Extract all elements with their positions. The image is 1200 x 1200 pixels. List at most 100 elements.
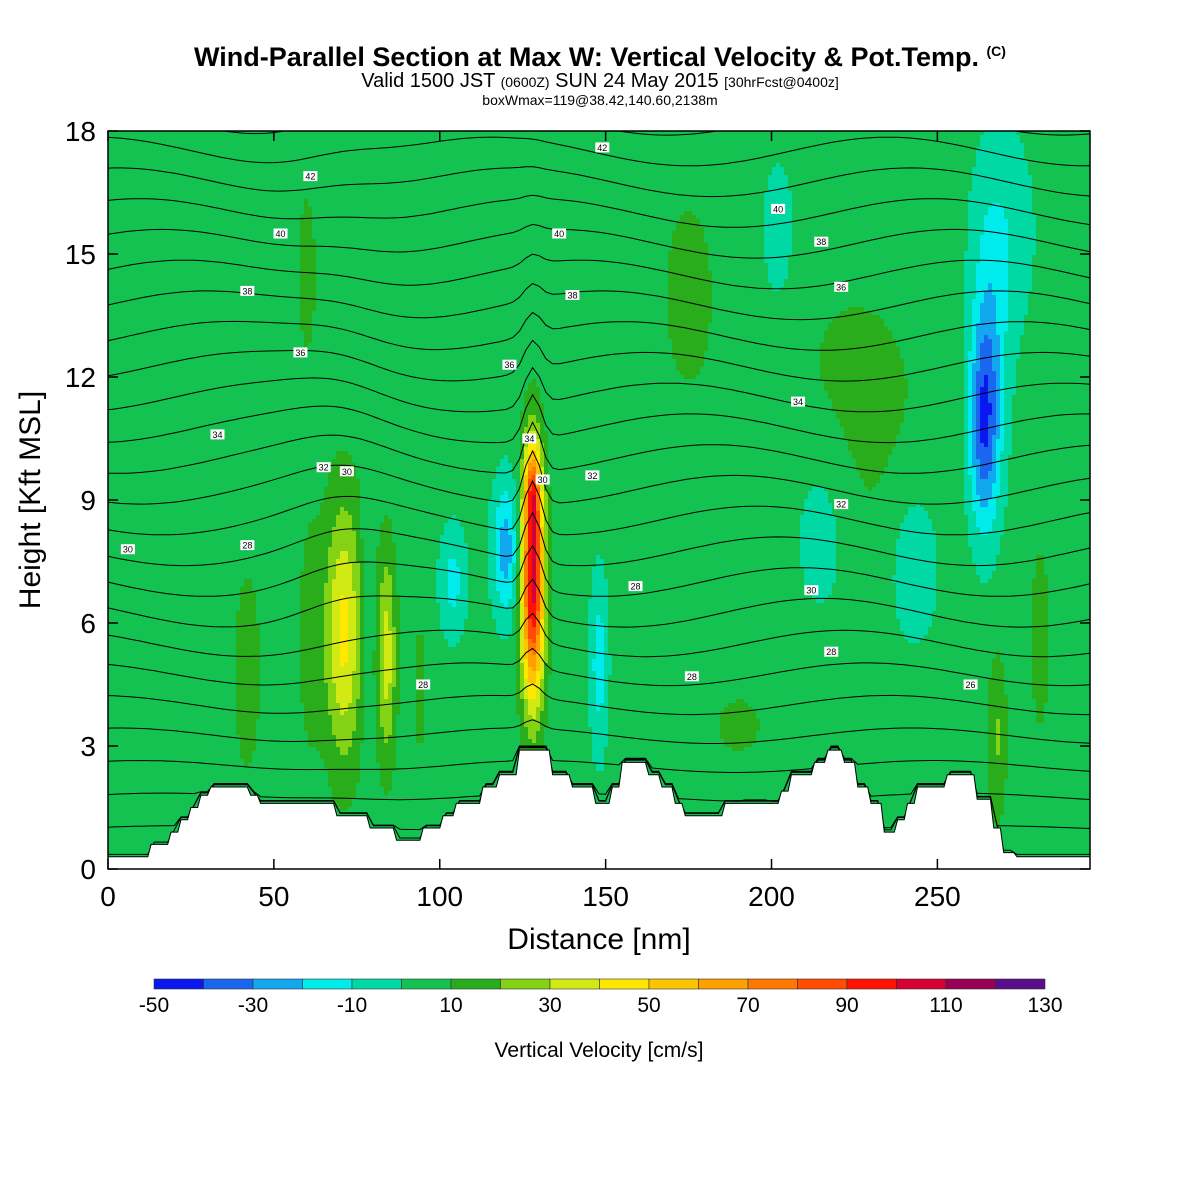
velocity-cell bbox=[396, 659, 401, 664]
y-tick-label: 12 bbox=[65, 362, 96, 393]
velocity-cell bbox=[356, 539, 365, 544]
isentrope-label: 36 bbox=[293, 347, 308, 358]
velocity-cell bbox=[528, 571, 533, 576]
velocity-cell bbox=[388, 623, 393, 628]
velocity-cell bbox=[604, 747, 733, 752]
velocity-cell bbox=[964, 423, 969, 428]
velocity-cell bbox=[364, 599, 377, 604]
velocity-cell bbox=[992, 367, 1001, 372]
velocity-cell bbox=[376, 599, 381, 604]
velocity-cell bbox=[964, 255, 981, 260]
isentrope-label-text: 30 bbox=[342, 467, 352, 477]
velocity-cell bbox=[108, 151, 977, 156]
velocity-cell bbox=[260, 671, 301, 676]
velocity-cell bbox=[400, 639, 417, 644]
velocity-cell bbox=[528, 563, 533, 568]
velocity-cell bbox=[352, 587, 361, 592]
velocity-cell bbox=[400, 687, 417, 692]
velocity-cell bbox=[460, 575, 469, 580]
velocity-cell bbox=[1016, 359, 1090, 364]
velocity-cell bbox=[440, 607, 469, 612]
velocity-cell bbox=[300, 619, 325, 624]
velocity-cell bbox=[388, 615, 393, 620]
velocity-cell bbox=[512, 503, 517, 508]
velocity-cell bbox=[540, 583, 545, 588]
velocity-cell bbox=[512, 527, 517, 532]
velocity-cell bbox=[1004, 351, 1021, 356]
velocity-cell bbox=[808, 491, 829, 496]
velocity-cell bbox=[1048, 643, 1090, 648]
velocity-cell bbox=[108, 491, 325, 496]
velocity-cell bbox=[364, 711, 377, 716]
velocity-cell bbox=[352, 683, 361, 688]
velocity-cell bbox=[336, 571, 353, 576]
velocity-cell bbox=[108, 211, 305, 216]
velocity-cell bbox=[516, 515, 521, 520]
velocity-cell bbox=[492, 607, 513, 612]
velocity-cell bbox=[816, 599, 825, 604]
velocity-cell bbox=[532, 379, 537, 384]
velocity-cell bbox=[1048, 659, 1090, 664]
velocity-cell bbox=[396, 635, 401, 640]
velocity-cell bbox=[592, 739, 609, 744]
velocity-cell bbox=[372, 667, 381, 672]
velocity-cell bbox=[416, 695, 425, 700]
velocity-cell bbox=[972, 459, 981, 464]
velocity-cell bbox=[896, 611, 933, 616]
velocity-cell bbox=[240, 607, 257, 612]
velocity-cell bbox=[1032, 211, 1090, 216]
velocity-cell bbox=[316, 515, 337, 520]
velocity-cell bbox=[1028, 291, 1090, 296]
velocity-cell bbox=[756, 735, 989, 740]
velocity-cell bbox=[400, 619, 441, 624]
velocity-cell bbox=[1032, 259, 1090, 264]
velocity-cell bbox=[968, 411, 973, 416]
isentrope-line bbox=[108, 578, 1090, 628]
velocity-cell bbox=[348, 451, 521, 456]
velocity-cell bbox=[416, 727, 425, 732]
velocity-cell bbox=[604, 667, 613, 672]
velocity-cell bbox=[900, 431, 965, 436]
velocity-cell bbox=[540, 519, 545, 524]
isentrope-label: 32 bbox=[834, 499, 849, 510]
velocity-cell bbox=[964, 335, 973, 340]
velocity-cell bbox=[540, 715, 549, 720]
velocity-cell bbox=[536, 463, 541, 468]
velocity-cell bbox=[392, 615, 401, 620]
velocity-cell bbox=[592, 663, 605, 668]
velocity-cell bbox=[1032, 687, 1049, 692]
velocity-cell bbox=[348, 551, 357, 556]
velocity-cell bbox=[588, 691, 597, 696]
velocity-cell bbox=[528, 587, 533, 592]
velocity-cell bbox=[364, 715, 377, 720]
velocity-cell bbox=[384, 635, 393, 640]
velocity-cell bbox=[980, 139, 1021, 144]
velocity-cell bbox=[544, 531, 549, 536]
velocity-cell bbox=[508, 575, 513, 580]
velocity-cell bbox=[972, 475, 977, 480]
velocity-cell bbox=[536, 667, 541, 672]
velocity-cell bbox=[548, 575, 553, 580]
velocity-cell bbox=[992, 459, 997, 464]
velocity-cell bbox=[668, 307, 713, 312]
velocity-cell bbox=[968, 247, 981, 252]
velocity-cell bbox=[544, 559, 549, 564]
velocity-cell bbox=[532, 575, 537, 580]
velocity-cell bbox=[300, 239, 317, 244]
velocity-cell bbox=[972, 299, 985, 304]
velocity-cell bbox=[356, 535, 361, 540]
velocity-cell bbox=[332, 647, 341, 652]
velocity-cell bbox=[972, 427, 977, 432]
velocity-cell bbox=[440, 547, 469, 552]
velocity-cell bbox=[488, 543, 497, 548]
velocity-cell bbox=[328, 695, 337, 700]
velocity-cell bbox=[1036, 227, 1090, 232]
velocity-cell bbox=[612, 655, 997, 660]
velocity-cell bbox=[332, 619, 341, 624]
velocity-cell bbox=[528, 711, 537, 716]
velocity-cell bbox=[536, 739, 545, 744]
velocity-cell bbox=[352, 579, 361, 584]
velocity-cell bbox=[972, 503, 981, 508]
velocity-cell bbox=[360, 751, 377, 756]
velocity-cell bbox=[392, 687, 401, 692]
